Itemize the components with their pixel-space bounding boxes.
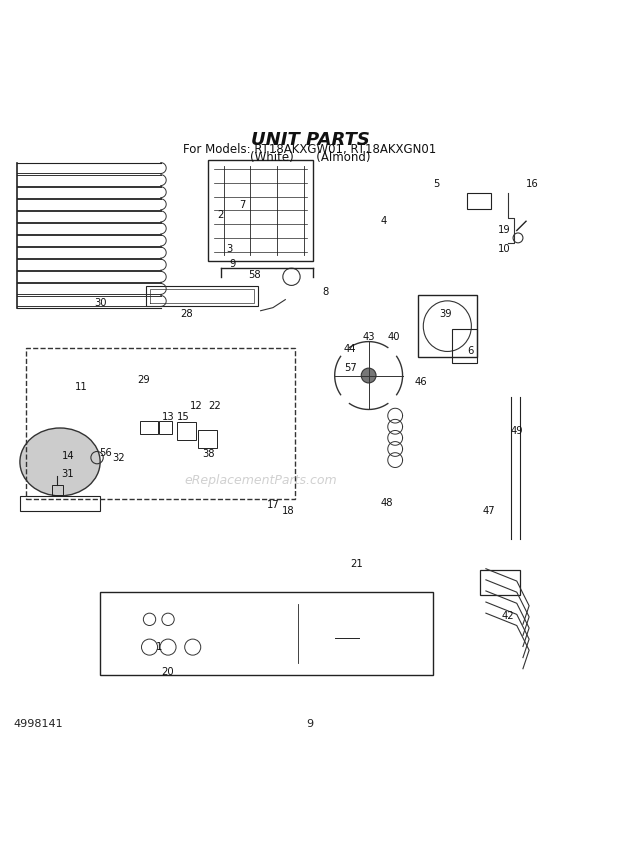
Text: 21: 21 — [350, 559, 363, 568]
Bar — [418, 295, 477, 357]
Text: 16: 16 — [526, 179, 539, 189]
Bar — [140, 420, 157, 434]
Bar — [100, 591, 433, 675]
Text: 28: 28 — [180, 309, 193, 318]
Bar — [177, 422, 196, 440]
Text: 49: 49 — [510, 426, 523, 436]
Text: 31: 31 — [62, 469, 74, 479]
Bar — [208, 159, 313, 261]
Text: eReplacementParts.com: eReplacementParts.com — [184, 474, 337, 487]
Text: 44: 44 — [344, 344, 356, 354]
Text: 2: 2 — [218, 210, 224, 220]
Text: 11: 11 — [75, 382, 88, 392]
Text: 43: 43 — [362, 331, 375, 342]
Text: 39: 39 — [440, 309, 452, 318]
Text: 38: 38 — [202, 449, 215, 459]
Bar — [467, 193, 491, 209]
Text: 5: 5 — [433, 179, 440, 189]
Bar — [52, 484, 63, 495]
Text: 14: 14 — [62, 451, 74, 461]
Text: 30: 30 — [94, 298, 107, 307]
Text: 32: 32 — [112, 453, 125, 462]
Text: 9: 9 — [229, 259, 236, 270]
Bar — [452, 330, 477, 363]
Text: (White)      (Almond): (White) (Almond) — [250, 152, 370, 164]
Text: 29: 29 — [137, 375, 149, 385]
Text: 48: 48 — [381, 498, 394, 508]
Bar — [146, 286, 257, 306]
Text: 7: 7 — [239, 199, 246, 210]
Text: 58: 58 — [248, 270, 261, 280]
Text: 15: 15 — [177, 412, 190, 422]
Text: 4998141: 4998141 — [14, 719, 63, 729]
Text: 8: 8 — [322, 288, 329, 297]
Text: 40: 40 — [387, 331, 399, 342]
Text: 46: 46 — [415, 377, 427, 387]
Text: UNIT PARTS: UNIT PARTS — [250, 131, 370, 149]
Bar — [26, 348, 294, 499]
Text: 3: 3 — [227, 244, 233, 254]
Bar — [480, 570, 520, 595]
Text: 19: 19 — [498, 225, 511, 235]
Text: 13: 13 — [162, 412, 174, 422]
Text: 42: 42 — [501, 611, 514, 621]
Text: 12: 12 — [190, 401, 202, 412]
Text: 18: 18 — [282, 507, 294, 516]
Circle shape — [361, 368, 376, 383]
Text: 47: 47 — [483, 507, 495, 516]
Bar — [20, 496, 100, 511]
Text: 56: 56 — [99, 448, 112, 458]
Ellipse shape — [20, 428, 100, 496]
Bar — [159, 420, 172, 434]
Text: 20: 20 — [162, 667, 174, 677]
Text: 17: 17 — [267, 500, 280, 510]
Text: 10: 10 — [498, 244, 511, 254]
Text: 4: 4 — [381, 217, 388, 226]
Bar — [198, 431, 218, 448]
Text: 22: 22 — [208, 401, 221, 412]
Text: 9: 9 — [306, 719, 314, 729]
Text: 6: 6 — [467, 346, 474, 356]
Text: 57: 57 — [343, 362, 356, 372]
Text: 1: 1 — [156, 642, 162, 652]
Text: For Models: RT18AKXGW01, RT18AKXGN01: For Models: RT18AKXGW01, RT18AKXGN01 — [184, 143, 436, 156]
